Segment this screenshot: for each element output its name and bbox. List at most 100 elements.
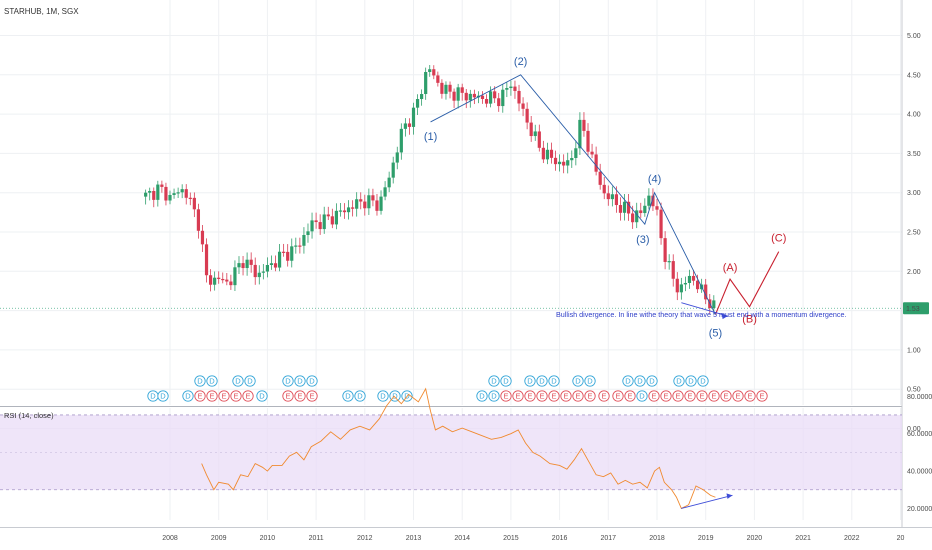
x-tick-label: 2012 (357, 535, 373, 542)
x-tick-label: 2020 (747, 535, 763, 542)
dividend-marker-bottom-circle (598, 390, 610, 402)
candle-body (671, 261, 675, 279)
wave-label-wb: (B) (742, 314, 757, 326)
x-tick-label: 2014 (454, 535, 470, 542)
dividend-marker-bottom-circle (342, 390, 354, 402)
candle-body (635, 210, 639, 223)
dividend-marker-top-letter: D (285, 377, 291, 386)
dividend-marker-top-letter: D (587, 377, 593, 386)
candle-body (371, 195, 375, 201)
candle-body (249, 259, 253, 265)
candle-body (541, 147, 545, 160)
dividend-marker-bottom-letter: E (221, 392, 226, 401)
dividend-marker-bottom-letter: E (527, 392, 532, 401)
x-tick-label: 2010 (260, 535, 276, 542)
candle-body (411, 107, 416, 127)
dividend-marker-bottom-circle (584, 390, 596, 402)
candle-body (440, 82, 444, 94)
price-y-tick-label: 4.50 (907, 72, 921, 79)
rsi-y-tick-label: 20.0000 (907, 506, 932, 513)
dividend-marker-top-circle (524, 375, 536, 387)
candle-body (626, 201, 631, 214)
candle-body (420, 94, 424, 100)
dividend-marker-top-letter: D (235, 377, 241, 386)
dividend-marker-bottom-letter: D (380, 392, 386, 401)
candle-body (355, 199, 359, 209)
candle-body (282, 251, 286, 253)
candle-body (521, 103, 525, 109)
candle-body (367, 195, 371, 209)
candle-body (651, 195, 655, 207)
wave-label-wa: (A) (723, 262, 738, 274)
candle-body (188, 197, 192, 199)
candle-body (464, 92, 468, 101)
candle-body (553, 157, 558, 165)
candle-body (468, 93, 472, 101)
divergence-annotation: Bullish divergence. In line withe theory… (556, 310, 846, 319)
dividend-marker-bottom-letter: D (639, 392, 645, 401)
dividend-marker-bottom-letter: E (539, 392, 544, 401)
dividend-marker-bottom-letter: E (675, 392, 680, 401)
candle-body (448, 84, 452, 92)
candle-body (148, 190, 152, 193)
candle-body (322, 214, 326, 230)
dividend-marker-bottom-circle (500, 390, 512, 402)
dividend-marker-bottom-letter: E (723, 392, 728, 401)
dividend-marker-bottom-circle (648, 390, 660, 402)
candle-body (237, 263, 241, 268)
price-y-tick-label: 2.50 (907, 230, 921, 237)
dividend-marker-bottom-circle (672, 390, 684, 402)
candle-body (639, 210, 643, 214)
dividend-marker-bottom-letter: E (285, 392, 290, 401)
candle-body (164, 186, 168, 201)
candle-body (525, 108, 529, 123)
dividend-marker-top-circle (697, 375, 709, 387)
candle-body (225, 279, 229, 282)
candle-body (273, 263, 278, 268)
dividend-marker-bottom-letter: E (601, 392, 606, 401)
dividend-marker-bottom-circle (256, 390, 268, 402)
candle-body (213, 277, 217, 285)
candle-body (606, 193, 610, 200)
candle-body (391, 162, 395, 178)
dividend-marker-bottom-letter: D (150, 392, 156, 401)
dividend-marker-bottom-letter: E (551, 392, 556, 401)
dividend-marker-top-letter: D (575, 377, 581, 386)
x-tick-label: 2013 (406, 535, 422, 542)
rsi-y-tick-label: 80.0000 (907, 394, 932, 401)
candle-body (407, 123, 412, 127)
wave-label-w2: (2) (514, 56, 527, 68)
dividend-marker-bottom-circle (636, 390, 648, 402)
dividend-marker-top-circle (294, 375, 306, 387)
rsi-divergence-arrowhead (726, 493, 733, 499)
candle-body (200, 230, 205, 245)
candle-body (513, 86, 517, 91)
dividend-marker-bottom-circle (294, 390, 306, 402)
candle-body (387, 177, 391, 188)
candle-body (432, 69, 436, 76)
price-y-tick-label: 3.00 (907, 190, 921, 197)
dividend-marker-bottom-circle (524, 390, 536, 402)
price-y-tick-label: 2.00 (907, 269, 921, 276)
dividend-marker-bottom-circle (560, 390, 572, 402)
candle-body (395, 152, 399, 163)
dividend-marker-top-letter: D (700, 377, 706, 386)
dividend-marker-top-circle (572, 375, 584, 387)
dividend-marker-bottom-circle (572, 390, 584, 402)
dividend-marker-bottom-circle (708, 390, 720, 402)
dividend-marker-top-circle (584, 375, 596, 387)
dividend-marker-bottom-letter: E (627, 392, 632, 401)
dividend-marker-top-circle (673, 375, 685, 387)
dividend-marker-top-letter: D (539, 377, 545, 386)
dividend-marker-top-letter: D (551, 377, 557, 386)
dividend-marker-top-letter: D (649, 377, 655, 386)
dividend-marker-bottom-letter: E (687, 392, 692, 401)
candle-body (582, 119, 586, 131)
candle-body (655, 206, 659, 210)
candle-body (277, 251, 282, 268)
x-tick-label: 2008 (162, 535, 178, 542)
dividend-marker-bottom-letter: D (392, 392, 398, 401)
dividend-marker-top-letter: D (491, 377, 497, 386)
x-tick-label: 20 (897, 535, 905, 542)
